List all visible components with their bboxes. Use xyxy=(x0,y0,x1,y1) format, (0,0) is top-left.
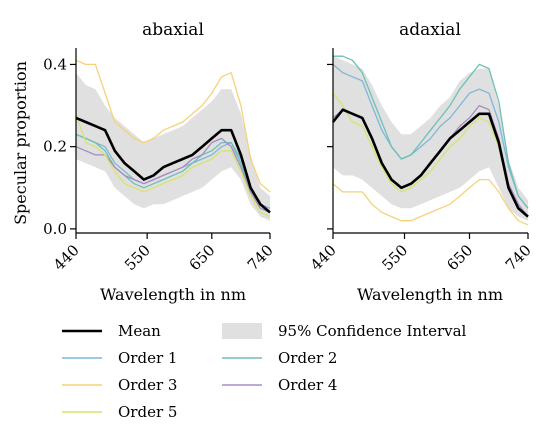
legend-item-order-5: Order 5 xyxy=(62,403,177,421)
panel-title: abaxial xyxy=(142,20,204,40)
plot-area: 0.0 0.2 0.4 440 550 650 740 xyxy=(43,48,277,274)
x-tick-label: 550 xyxy=(378,241,411,274)
series-line-order-2 xyxy=(75,133,271,213)
panel-title: adaxial xyxy=(399,20,461,40)
series-line-mean xyxy=(331,108,529,218)
legend-label: Order 4 xyxy=(278,376,337,394)
x-axis-title: Wavelength in nm xyxy=(100,285,246,304)
legend-label: Order 2 xyxy=(278,349,337,367)
y-tick-label: 0.4 xyxy=(43,55,67,73)
legend-label: Order 3 xyxy=(118,376,177,394)
series-line-order-5 xyxy=(332,92,529,218)
legend-swatch xyxy=(222,323,262,339)
series-line-mean xyxy=(75,116,271,214)
legend-item-order-3: Order 3 xyxy=(62,376,177,394)
panel-adaxial: adaxial 440 550 650 740 Wavelength in nm xyxy=(307,20,535,304)
legend-label: Order 5 xyxy=(118,403,177,421)
x-tick-label: 740 xyxy=(244,241,277,274)
x-tick-label: 740 xyxy=(502,241,535,274)
legend-item-95-confidence-interval: 95% Confidence Interval xyxy=(222,322,467,340)
x-tick-label: 440 xyxy=(50,241,83,274)
legend-label: 95% Confidence Interval xyxy=(278,322,467,340)
legend-item-mean: Mean xyxy=(62,322,161,340)
series-line-order-3 xyxy=(75,59,271,193)
x-tick-label: 440 xyxy=(307,241,340,274)
legend-label: Mean xyxy=(118,322,161,340)
y-tick-label: 0.0 xyxy=(43,220,67,238)
y-axis-title: Specular proportion xyxy=(11,61,30,225)
legend-label: Order 1 xyxy=(118,349,177,367)
x-tick-label: 650 xyxy=(186,241,219,274)
x-tick-label: 550 xyxy=(121,241,154,274)
series-line-order-5 xyxy=(75,113,271,218)
plot-area: 440 550 650 740 xyxy=(307,48,535,274)
series-line-order-1 xyxy=(332,63,529,209)
panel-abaxial: abaxial 0.0 0.2 0.4 440 550 650 740 Wavelength… xyxy=(11,20,277,304)
legend-item-order-1: Order 1 xyxy=(62,349,177,367)
legend-item-order-4: Order 4 xyxy=(222,376,337,394)
y-tick-label: 0.2 xyxy=(43,138,67,156)
series-line-order-2 xyxy=(333,55,529,209)
series-line-order-3 xyxy=(332,178,529,226)
legend-item-order-2: Order 2 xyxy=(222,349,337,367)
x-axis-title: Wavelength in nm xyxy=(357,285,503,304)
legend: Mean 95% Confidence Interval Order 1 Order … xyxy=(62,322,467,421)
series-line-order-4 xyxy=(75,137,271,213)
x-tick-label: 650 xyxy=(443,241,476,274)
